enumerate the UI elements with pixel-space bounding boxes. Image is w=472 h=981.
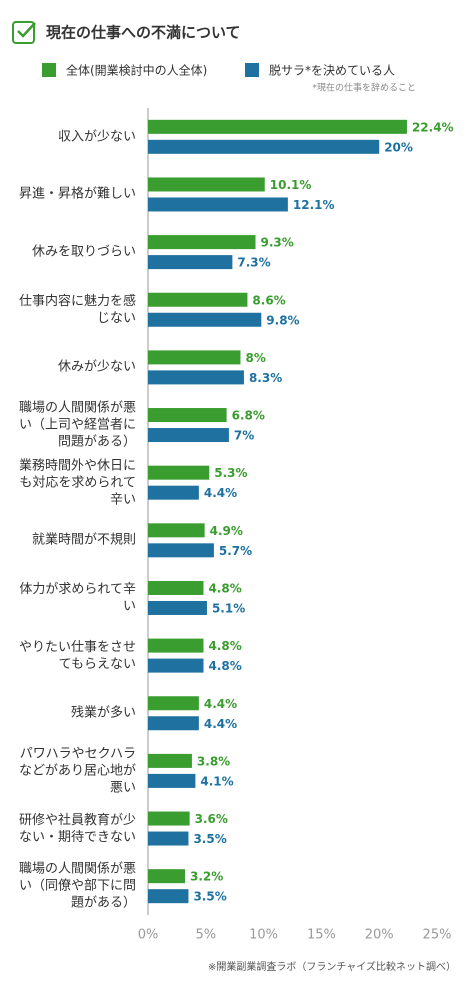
legend-swatch — [245, 63, 259, 77]
value-label: 5.7% — [219, 544, 252, 558]
category-label: 職場の人間関係が悪い（上司や経営者に問題がある） — [18, 400, 136, 450]
bar — [148, 543, 214, 558]
category-label: 職場の人間関係が悪い（同僚や部下に問題がある） — [18, 861, 136, 911]
value-label: 7.3% — [237, 256, 270, 270]
value-label: 3.5% — [193, 832, 226, 846]
value-label: 4.4% — [204, 697, 237, 711]
value-label: 4.8% — [208, 659, 241, 673]
bar — [148, 428, 229, 443]
bar — [148, 119, 407, 134]
value-label: 12.1% — [293, 198, 335, 212]
bar — [148, 523, 205, 538]
x-tick-label: 10% — [249, 928, 278, 943]
bar — [148, 580, 204, 595]
bar — [148, 753, 192, 768]
value-label: 22.4% — [412, 120, 454, 134]
bar — [148, 255, 233, 270]
bar — [148, 638, 204, 653]
bar — [148, 716, 199, 731]
category-label: 収入が少ない — [57, 129, 136, 145]
bar — [148, 869, 185, 884]
bar — [148, 465, 210, 480]
x-tick-label: 0% — [138, 928, 159, 943]
bar — [148, 139, 380, 154]
bar — [148, 696, 199, 711]
legend-label: 脱サラ*を決めている人 — [269, 63, 395, 78]
legend-note: *現在の仕事を辞めること — [312, 82, 416, 94]
category-label: 研修や社員教育が少ない・期待できない — [18, 812, 136, 845]
value-label: 4.9% — [210, 524, 243, 538]
value-label: 4.4% — [204, 717, 237, 731]
chart-title: 現在の仕事への不満について — [46, 24, 241, 42]
source: ※開業副業調査ラボ（フランチャイズ比較ネット調べ） — [208, 960, 456, 973]
category-label: 休みを取りづらい — [31, 244, 136, 260]
bar — [148, 350, 241, 365]
value-label: 3.2% — [190, 870, 223, 884]
value-label: 3.6% — [195, 812, 228, 826]
value-label: 8.6% — [252, 293, 285, 307]
legend-swatch — [42, 63, 56, 77]
bar — [148, 408, 227, 423]
category-label: 昇進・昇格が難しい — [18, 186, 136, 202]
category-label: 仕事内容に魅力を感じない — [18, 293, 136, 326]
bar — [148, 831, 189, 846]
bar — [148, 177, 265, 192]
category-label: 就業時間が不規則 — [31, 532, 136, 548]
bar — [148, 485, 199, 500]
bar — [148, 197, 288, 212]
value-label: 8.3% — [249, 371, 282, 385]
category-label: 業務時間外や休日にも対応を求められて辛い — [18, 458, 136, 508]
category-label: 体力が求められて辛い — [19, 581, 136, 614]
bar — [148, 658, 204, 673]
value-label: 4.8% — [208, 639, 241, 653]
value-label: 4.1% — [200, 774, 233, 788]
value-label: 5.1% — [212, 601, 245, 615]
bar — [148, 312, 262, 327]
x-tick-label: 20% — [365, 928, 394, 943]
category-label: 残業が多い — [70, 705, 136, 721]
value-label: 4.4% — [204, 486, 237, 500]
bar — [148, 370, 244, 385]
value-label: 4.8% — [208, 581, 241, 595]
category-label: パワハラやセクハラなどがあり居心地が悪い — [18, 746, 136, 796]
value-label: 5.3% — [214, 466, 247, 480]
value-label: 3.5% — [193, 890, 226, 904]
bar — [148, 292, 248, 307]
category-label: 休みが少ない — [57, 359, 136, 375]
x-tick-label: 15% — [307, 928, 336, 943]
bar — [148, 600, 207, 615]
value-label: 9.8% — [266, 313, 299, 327]
x-tick-label: 25% — [423, 928, 452, 943]
value-label: 10.1% — [270, 178, 312, 192]
legend-label: 全体(開業検討中の人全体) — [66, 63, 207, 78]
value-label: 6.8% — [232, 409, 265, 423]
title-icon — [12, 21, 36, 44]
value-label: 7% — [234, 429, 254, 443]
value-label: 20% — [384, 140, 413, 154]
bar — [148, 889, 189, 904]
bar — [148, 235, 256, 250]
value-label: 9.3% — [261, 236, 294, 250]
bar — [148, 811, 190, 826]
value-label: 8% — [245, 351, 265, 365]
x-tick-label: 5% — [195, 928, 216, 943]
value-label: 3.8% — [197, 754, 230, 768]
bar — [148, 773, 196, 788]
category-label: やりたい仕事をさせてもらえない — [18, 639, 136, 672]
